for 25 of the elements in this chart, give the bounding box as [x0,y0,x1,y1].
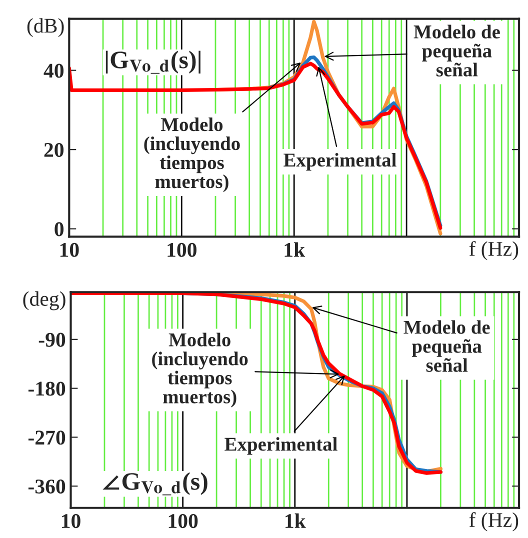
x-tick-label: 1k [286,513,306,528]
x-axis-title: f (Hz) [469,241,518,260]
annotation: Modelo (incluyendo tiempos muertos) [152,332,248,408]
y-axis-title: (dB) [27,18,64,37]
x-axis-title: f (Hz) [469,512,518,532]
y-tick-label: -90 [38,332,66,347]
annotation: Modelo de pequeña señal [404,320,490,372]
annotation: Experimental [224,437,338,455]
y-tick-label: 20 [44,142,64,157]
y-tick-label: -270 [28,430,66,445]
x-tick-label: 100 [168,242,196,257]
x-tick-label: 10 [62,514,80,528]
x-tick-label: 100 [168,514,198,528]
y-axis-title: (deg) [23,291,66,310]
annotation: ∠G$_{Vo_d}$(s) [102,472,208,496]
y-tick-label: 40 [44,64,64,78]
annotation: |G$_{Vo_d}$(s)| [106,50,200,74]
annotation: Modelo de pequeña señal [414,24,500,76]
annotation: Modelo (incluyendo tiempos muertos) [144,117,240,192]
annotation: Experimental [284,152,396,171]
x-tick-label: 10 [60,242,79,257]
y-tick-label: -180 [28,382,66,396]
y-tick-label: 0 [54,222,64,236]
x-tick-label: 1k [284,242,306,257]
y-tick-label: -360 [28,480,66,494]
